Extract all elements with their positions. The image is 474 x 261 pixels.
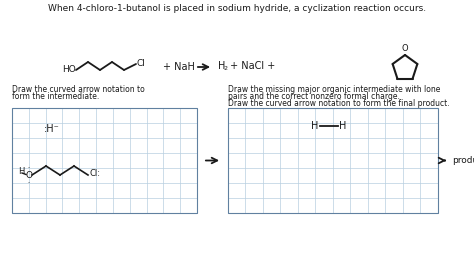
Text: H: H xyxy=(18,168,24,176)
Text: O: O xyxy=(26,170,33,180)
Text: When 4-chloro-1-butanol is placed in sodium hydride, a cyclization reaction occu: When 4-chloro-1-butanol is placed in sod… xyxy=(48,4,426,13)
Text: 2: 2 xyxy=(224,67,228,72)
Text: H: H xyxy=(311,121,319,131)
Text: :H⁻: :H⁻ xyxy=(44,124,60,134)
Text: O: O xyxy=(401,44,408,53)
Text: Cl: Cl xyxy=(137,58,146,68)
Text: + NaH: + NaH xyxy=(163,62,195,72)
Text: Draw the missing major organic intermediate with lone: Draw the missing major organic intermedi… xyxy=(228,85,440,94)
Text: + NaCl +: + NaCl + xyxy=(227,61,275,71)
Text: product: product xyxy=(452,156,474,165)
Bar xyxy=(228,108,438,213)
Bar xyxy=(12,108,197,213)
Text: Cl:: Cl: xyxy=(90,169,101,179)
Text: pairs and the correct nonzero formal charge.: pairs and the correct nonzero formal cha… xyxy=(228,92,400,101)
Text: form the intermediate.: form the intermediate. xyxy=(12,92,99,101)
Text: Draw the curved arrow notation to form the final product.: Draw the curved arrow notation to form t… xyxy=(228,99,450,108)
Text: H: H xyxy=(218,61,225,71)
Text: HO: HO xyxy=(62,66,76,74)
Text: ··: ·· xyxy=(27,165,31,170)
Text: ··: ·· xyxy=(27,180,31,185)
Text: H: H xyxy=(339,121,346,131)
Text: Draw the curved arrow notation to: Draw the curved arrow notation to xyxy=(12,85,145,94)
